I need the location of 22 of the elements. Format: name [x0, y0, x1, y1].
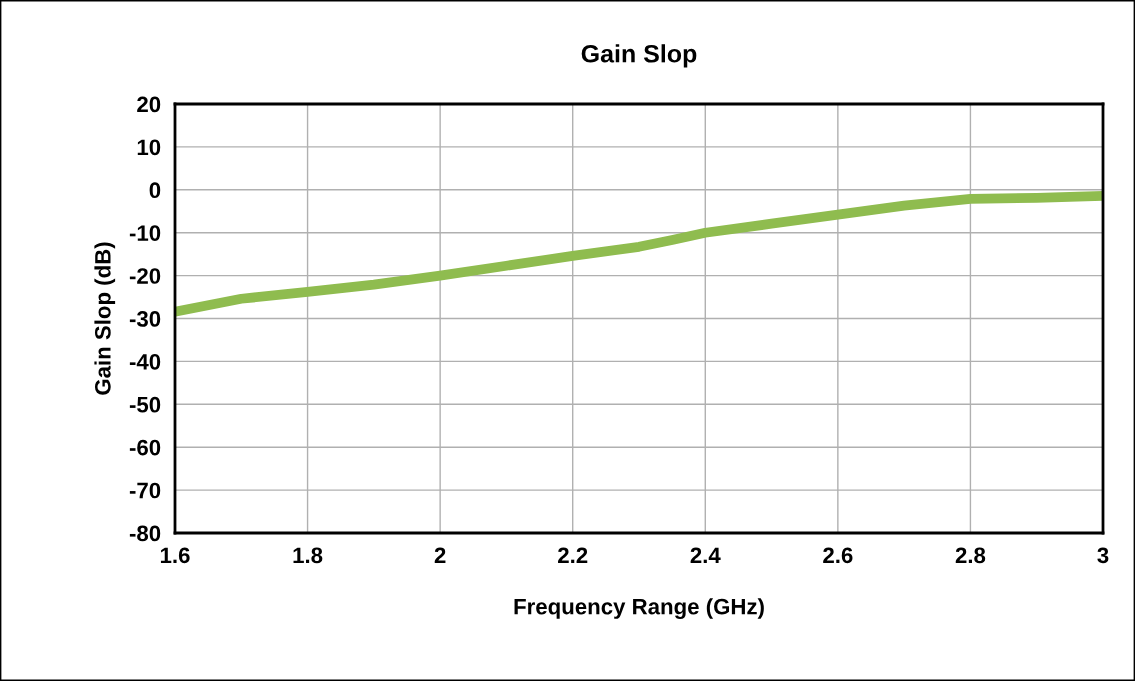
- x-tick-label: 2.2: [558, 547, 588, 563]
- y-tick-label: -30: [129, 311, 161, 327]
- x-tick-label: 2.4: [690, 547, 721, 563]
- x-tick-label: 1.8: [293, 547, 323, 564]
- x-tick-label: 2.6: [823, 547, 853, 564]
- y-tick-label: 20: [137, 96, 161, 113]
- y-tick-label: -80: [129, 525, 161, 542]
- chart-title: Gain Slop: [581, 44, 697, 68]
- x-tick-label: 2: [434, 547, 446, 563]
- y-tick-label: 0: [149, 182, 161, 199]
- y-tick-label: -50: [129, 396, 161, 413]
- x-axis-title: Frequency Range (GHz): [514, 598, 764, 619]
- y-tick-label: -10: [129, 225, 161, 241]
- x-tick-label: 2.8: [955, 547, 986, 564]
- y-tick-label: -60: [129, 439, 161, 456]
- x-tick-label: 1.6: [160, 547, 190, 564]
- y-tick-label: -40: [129, 353, 161, 370]
- y-axis-title: Gain Slop (dB): [94, 242, 116, 395]
- y-tick-label: 10: [137, 139, 161, 156]
- x-tick-label: 3: [1097, 547, 1109, 564]
- y-tick-label: -20: [129, 268, 161, 284]
- y-tick-label: -70: [129, 482, 161, 499]
